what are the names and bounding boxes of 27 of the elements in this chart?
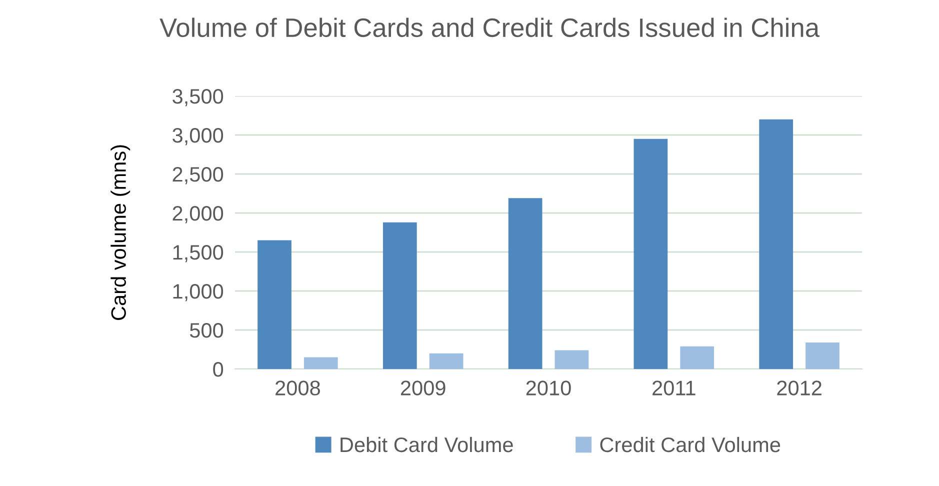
bar — [806, 342, 840, 369]
y-tick-label: 1,500 — [173, 245, 224, 262]
y-tick-label: 3,500 — [172, 89, 224, 106]
bar — [554, 350, 589, 369]
bar — [304, 357, 338, 369]
legend-label: Credit Card Volume — [600, 436, 780, 452]
y-tick-label: 3,000 — [172, 128, 224, 146]
x-tick-label: 2008 — [276, 380, 320, 396]
y-axis-title: Card volume (mns) — [110, 145, 130, 320]
y-tick-label: 0 — [213, 362, 224, 377]
bar — [382, 222, 417, 369]
x-tick-label: 2010 — [526, 380, 571, 396]
chart-title: Volume of Debit Cards and Credit Cards Issued in China — [160, 18, 820, 38]
y-tick-label: 2,500 — [172, 167, 224, 184]
bar — [680, 346, 714, 369]
y-tick-label: 1,000 — [173, 284, 224, 302]
bar — [258, 240, 292, 369]
x-tick-label: 2012 — [777, 380, 822, 396]
bar — [759, 119, 794, 369]
y-tick-label: 500 — [190, 323, 224, 338]
legend-label: Debit Card Volume — [340, 436, 513, 452]
bar — [508, 198, 542, 369]
bar — [429, 353, 464, 369]
x-tick-label: 2011 — [652, 380, 696, 396]
bar — [634, 138, 668, 369]
x-tick-label: 2009 — [400, 380, 446, 396]
y-tick-label: 2,000 — [172, 206, 224, 224]
